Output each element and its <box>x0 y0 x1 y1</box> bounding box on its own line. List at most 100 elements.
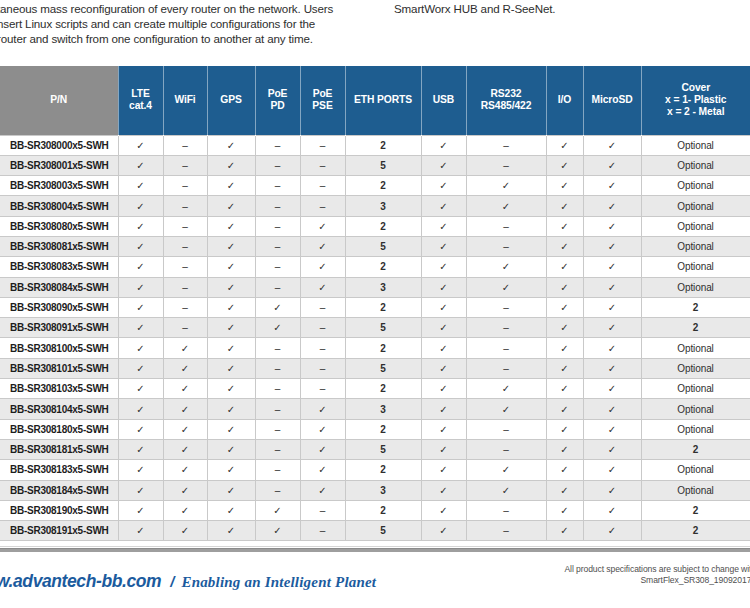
pn-cell: BB-SR308183x5-SWH <box>0 460 118 480</box>
gps-cell: ✓ <box>207 135 255 155</box>
rs232-rs485-cell: ✓ <box>466 277 546 297</box>
microsd-cell: ✓ <box>583 236 641 256</box>
poe-pse-cell: – <box>300 176 345 196</box>
poe-pse-cell: ✓ <box>300 216 345 236</box>
cover-cell: Optional <box>641 176 750 196</box>
table-row: BB-SR308101x5-SWH✓✓✓––5✓–✓✓Optional <box>0 358 750 378</box>
column-header-poe-pse: PoEPSE <box>300 66 345 135</box>
footer-url[interactable]: w.advantech-bb.com <box>0 571 161 591</box>
divider-line-thin <box>0 546 750 547</box>
table-row: BB-SR308001x5-SWH✓–✓––5✓–✓✓Optional <box>0 155 750 175</box>
usb-cell: ✓ <box>421 379 466 399</box>
poe-pse-cell: ✓ <box>300 277 345 297</box>
microsd-cell: ✓ <box>583 155 641 175</box>
rs232-rs485-cell: – <box>466 358 546 378</box>
poe-pse-cell: – <box>300 155 345 175</box>
poe-pse-cell: ✓ <box>300 399 345 419</box>
pn-cell: BB-SR308104x5-SWH <box>0 399 118 419</box>
lte-cat4-cell: ✓ <box>118 318 163 338</box>
cover-cell: Optional <box>641 236 750 256</box>
rs232-rs485-cell: – <box>466 521 546 541</box>
footer-note-line: All product specifications are subject t… <box>564 564 750 575</box>
microsd-cell: ✓ <box>583 419 641 439</box>
column-header-poe-pd: PoEPD <box>255 66 300 135</box>
wifi-cell: ✓ <box>163 460 207 480</box>
table-row: BB-SR308104x5-SWH✓✓✓–✓3✓✓✓✓Optional <box>0 399 750 419</box>
lte-cat4-cell: ✓ <box>118 338 163 358</box>
poe-pd-cell: – <box>255 216 300 236</box>
poe-pd-cell: – <box>255 135 300 155</box>
io-cell: ✓ <box>546 135 583 155</box>
table-row: BB-SR308080x5-SWH✓–✓–✓2✓–✓✓Optional <box>0 216 750 236</box>
usb-cell: ✓ <box>421 135 466 155</box>
gps-cell: ✓ <box>207 480 255 500</box>
microsd-cell: ✓ <box>583 480 641 500</box>
poe-pse-cell: – <box>300 500 345 520</box>
io-cell: ✓ <box>546 176 583 196</box>
rs232-rs485-cell: ✓ <box>466 257 546 277</box>
gps-cell: ✓ <box>207 521 255 541</box>
usb-cell: ✓ <box>421 216 466 236</box>
wifi-cell: – <box>163 297 207 317</box>
lte-cat4-cell: ✓ <box>118 297 163 317</box>
microsd-cell: ✓ <box>583 297 641 317</box>
footer-note: All product specifications are subject t… <box>564 564 750 586</box>
usb-cell: ✓ <box>421 297 466 317</box>
gps-cell: ✓ <box>207 236 255 256</box>
column-header-gps: GPS <box>207 66 255 135</box>
pn-cell: BB-SR308101x5-SWH <box>0 358 118 378</box>
rs232-rs485-cell: ✓ <box>466 379 546 399</box>
eth-ports-cell: 2 <box>345 297 421 317</box>
microsd-cell: ✓ <box>583 500 641 520</box>
poe-pse-cell: – <box>300 521 345 541</box>
table-row: BB-SR308083x5-SWH✓–✓–✓2✓✓✓✓Optional <box>0 257 750 277</box>
lte-cat4-cell: ✓ <box>118 236 163 256</box>
io-cell: ✓ <box>546 358 583 378</box>
poe-pse-cell: ✓ <box>300 480 345 500</box>
eth-ports-cell: 2 <box>345 500 421 520</box>
poe-pse-cell: ✓ <box>300 460 345 480</box>
io-cell: ✓ <box>546 277 583 297</box>
eth-ports-cell: 2 <box>345 419 421 439</box>
poe-pd-cell: – <box>255 399 300 419</box>
footer-separator: / <box>170 573 174 590</box>
eth-ports-cell: 3 <box>345 277 421 297</box>
poe-pse-cell: – <box>300 338 345 358</box>
footer-divider <box>0 548 750 552</box>
cover-cell: 2 <box>641 297 750 317</box>
cover-cell: Optional <box>641 277 750 297</box>
cover-cell: Optional <box>641 419 750 439</box>
lte-cat4-cell: ✓ <box>118 439 163 459</box>
usb-cell: ✓ <box>421 358 466 378</box>
poe-pse-cell: ✓ <box>300 236 345 256</box>
intro-paragraph: taneous mass reconfiguration of every ro… <box>0 1 395 47</box>
io-cell: ✓ <box>546 297 583 317</box>
rs232-rs485-cell: ✓ <box>466 196 546 216</box>
table-row: BB-SR308000x5-SWH✓–✓––2✓–✓✓Optional <box>0 135 750 155</box>
usb-cell: ✓ <box>421 439 466 459</box>
gps-cell: ✓ <box>207 358 255 378</box>
microsd-cell: ✓ <box>583 521 641 541</box>
rs232-rs485-cell: – <box>466 135 546 155</box>
pn-cell: BB-SR308181x5-SWH <box>0 439 118 459</box>
table-row: BB-SR308004x5-SWH✓–✓––3✓✓✓✓Optional <box>0 196 750 216</box>
poe-pd-cell: ✓ <box>255 318 300 338</box>
poe-pd-cell: – <box>255 379 300 399</box>
usb-cell: ✓ <box>421 480 466 500</box>
table-row: BB-SR308190x5-SWH✓✓✓✓–2✓–✓✓2 <box>0 500 750 520</box>
poe-pd-cell: – <box>255 439 300 459</box>
poe-pse-cell: ✓ <box>300 419 345 439</box>
pn-cell: BB-SR308080x5-SWH <box>0 216 118 236</box>
usb-cell: ✓ <box>421 318 466 338</box>
cover-cell: Optional <box>641 155 750 175</box>
lte-cat4-cell: ✓ <box>118 521 163 541</box>
gps-cell: ✓ <box>207 196 255 216</box>
eth-ports-cell: 2 <box>345 338 421 358</box>
cover-cell: Optional <box>641 379 750 399</box>
wifi-cell: ✓ <box>163 480 207 500</box>
rs232-rs485-cell: ✓ <box>466 460 546 480</box>
poe-pd-cell: – <box>255 419 300 439</box>
eth-ports-cell: 2 <box>345 135 421 155</box>
intro-line: taneous mass reconfiguration of every ro… <box>0 1 395 16</box>
gps-cell: ✓ <box>207 439 255 459</box>
